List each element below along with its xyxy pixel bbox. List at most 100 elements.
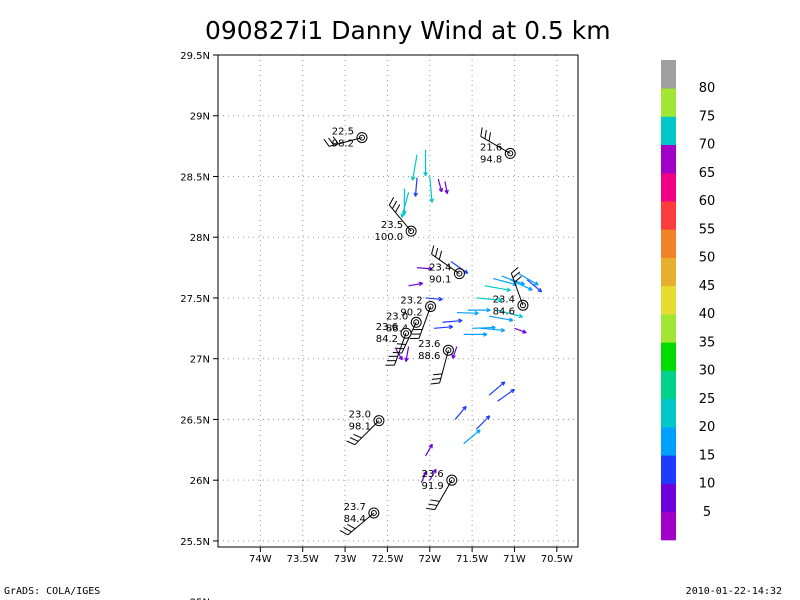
colorbar-label: 5 xyxy=(703,505,711,520)
wind-vector xyxy=(400,192,410,218)
station-temperature: 23.4 xyxy=(493,294,515,305)
wind-barb-feather xyxy=(430,382,440,385)
colorbar-swatch xyxy=(661,116,676,146)
station-marker xyxy=(359,134,365,141)
wind-barb-feather xyxy=(510,267,519,274)
station-plot: 22.598.2 xyxy=(323,127,368,150)
wind-vector-head xyxy=(441,187,444,192)
wind-vector-shaft xyxy=(420,471,428,483)
wind-barb-feather xyxy=(347,523,356,530)
x-tick-label: 73W xyxy=(334,554,357,565)
y-tick-label: 27.5N xyxy=(180,294,210,305)
wind-barb-feather xyxy=(328,137,335,146)
wind-vector-head xyxy=(428,443,433,448)
wind-vector xyxy=(425,443,433,457)
colorbar-swatch xyxy=(661,370,676,400)
station-pressure: 98.2 xyxy=(332,139,354,150)
wind-vector xyxy=(463,429,481,445)
wind-vector-shaft xyxy=(437,178,443,193)
wind-vector-head xyxy=(476,429,481,432)
wind-vector-head xyxy=(403,210,407,215)
wind-barb-staff xyxy=(439,350,449,384)
station-marker xyxy=(408,228,415,235)
wind-barb-staff xyxy=(354,420,380,446)
wind-vector-head xyxy=(401,213,405,218)
wind-vector-head xyxy=(424,171,428,177)
station-temperature: 23.5 xyxy=(381,220,403,231)
wind-vector-head xyxy=(423,470,427,475)
wind-vector xyxy=(476,297,503,303)
wind-barb-feather xyxy=(425,507,435,511)
station-marker xyxy=(413,319,420,326)
wind-vector-head xyxy=(405,357,409,362)
wind-vector-shaft xyxy=(452,346,458,359)
footer-timestamp: 2010-01-22-14:32 xyxy=(685,586,782,597)
station-pressure: 100.0 xyxy=(374,232,403,243)
station-pressure: 88.6 xyxy=(418,351,440,362)
wind-vector-head xyxy=(529,286,533,291)
wind-vector xyxy=(497,309,524,319)
station-temperature: 23.6 xyxy=(422,469,444,480)
wind-vector-head xyxy=(474,310,479,314)
x-tick-label: 71.5W xyxy=(456,554,488,565)
wind-vector xyxy=(488,315,514,323)
wind-vector-head xyxy=(483,332,488,335)
wind-barb-feather xyxy=(428,503,438,507)
y-tick-label: 26.5N xyxy=(180,415,210,426)
wind-vector-head xyxy=(448,324,453,328)
colorbar-label: 15 xyxy=(699,448,716,463)
wind-vector-shaft xyxy=(472,326,496,329)
wind-vector-head xyxy=(491,325,496,329)
station-temperature: 23.6 xyxy=(418,339,440,350)
station-marker xyxy=(519,302,526,309)
station-pressure: 84.4 xyxy=(344,514,366,525)
colorbar-label: 70 xyxy=(699,138,716,153)
colorbar-label: 10 xyxy=(699,477,716,492)
station-pressure: 88.4 xyxy=(386,323,408,334)
wind-vector-shaft xyxy=(488,381,506,396)
wind-vector xyxy=(417,266,433,271)
colorbar-swatch xyxy=(661,398,676,428)
wind-vector xyxy=(488,381,506,396)
colorbar-label: 55 xyxy=(699,222,716,237)
wind-vector xyxy=(484,285,511,292)
wind-barb-feather xyxy=(434,248,439,258)
wind-barb-staff xyxy=(431,253,460,275)
wind-vector xyxy=(454,405,467,420)
station-plot: 23.484.6 xyxy=(493,267,529,317)
y-tick-label: 28N xyxy=(190,233,210,244)
wind-vector xyxy=(395,348,403,361)
wind-vector-head xyxy=(438,296,443,300)
wind-vector xyxy=(423,149,428,177)
wind-vector xyxy=(410,154,418,181)
wind-vector xyxy=(442,318,463,324)
station-marker xyxy=(507,150,514,157)
wind-vector-head xyxy=(485,415,490,418)
y-tick-label: 25N xyxy=(190,598,210,600)
wind-vector-head xyxy=(500,381,505,384)
wind-vector xyxy=(408,281,424,287)
wind-vector xyxy=(526,279,543,293)
grid-lines xyxy=(218,55,578,547)
station-pressure: 84.6 xyxy=(493,306,515,317)
wind-vector xyxy=(451,346,458,359)
wind-vector-shaft xyxy=(425,443,433,457)
wind-barb-feather xyxy=(394,347,404,350)
colorbar-label: 20 xyxy=(699,420,716,435)
wind-barb-feather xyxy=(431,245,435,255)
x-tick-label: 72.5W xyxy=(371,554,403,565)
colorbar-label: 80 xyxy=(699,81,716,96)
wind-barb-staff xyxy=(434,479,453,510)
wind-vector-head xyxy=(458,318,463,322)
wind-barb-feather xyxy=(332,136,339,145)
colorbar-swatch xyxy=(661,342,676,371)
wind-barb-staff xyxy=(388,204,412,232)
station-plot: 21.694.8 xyxy=(480,127,516,165)
wind-barb-feather xyxy=(392,351,402,354)
wind-barb-staff xyxy=(329,137,363,147)
wind-vector-shaft xyxy=(429,176,433,203)
wind-vector-shaft xyxy=(395,348,403,361)
colorbar-swatch xyxy=(661,257,676,287)
station-pressure: 98.1 xyxy=(349,422,371,433)
